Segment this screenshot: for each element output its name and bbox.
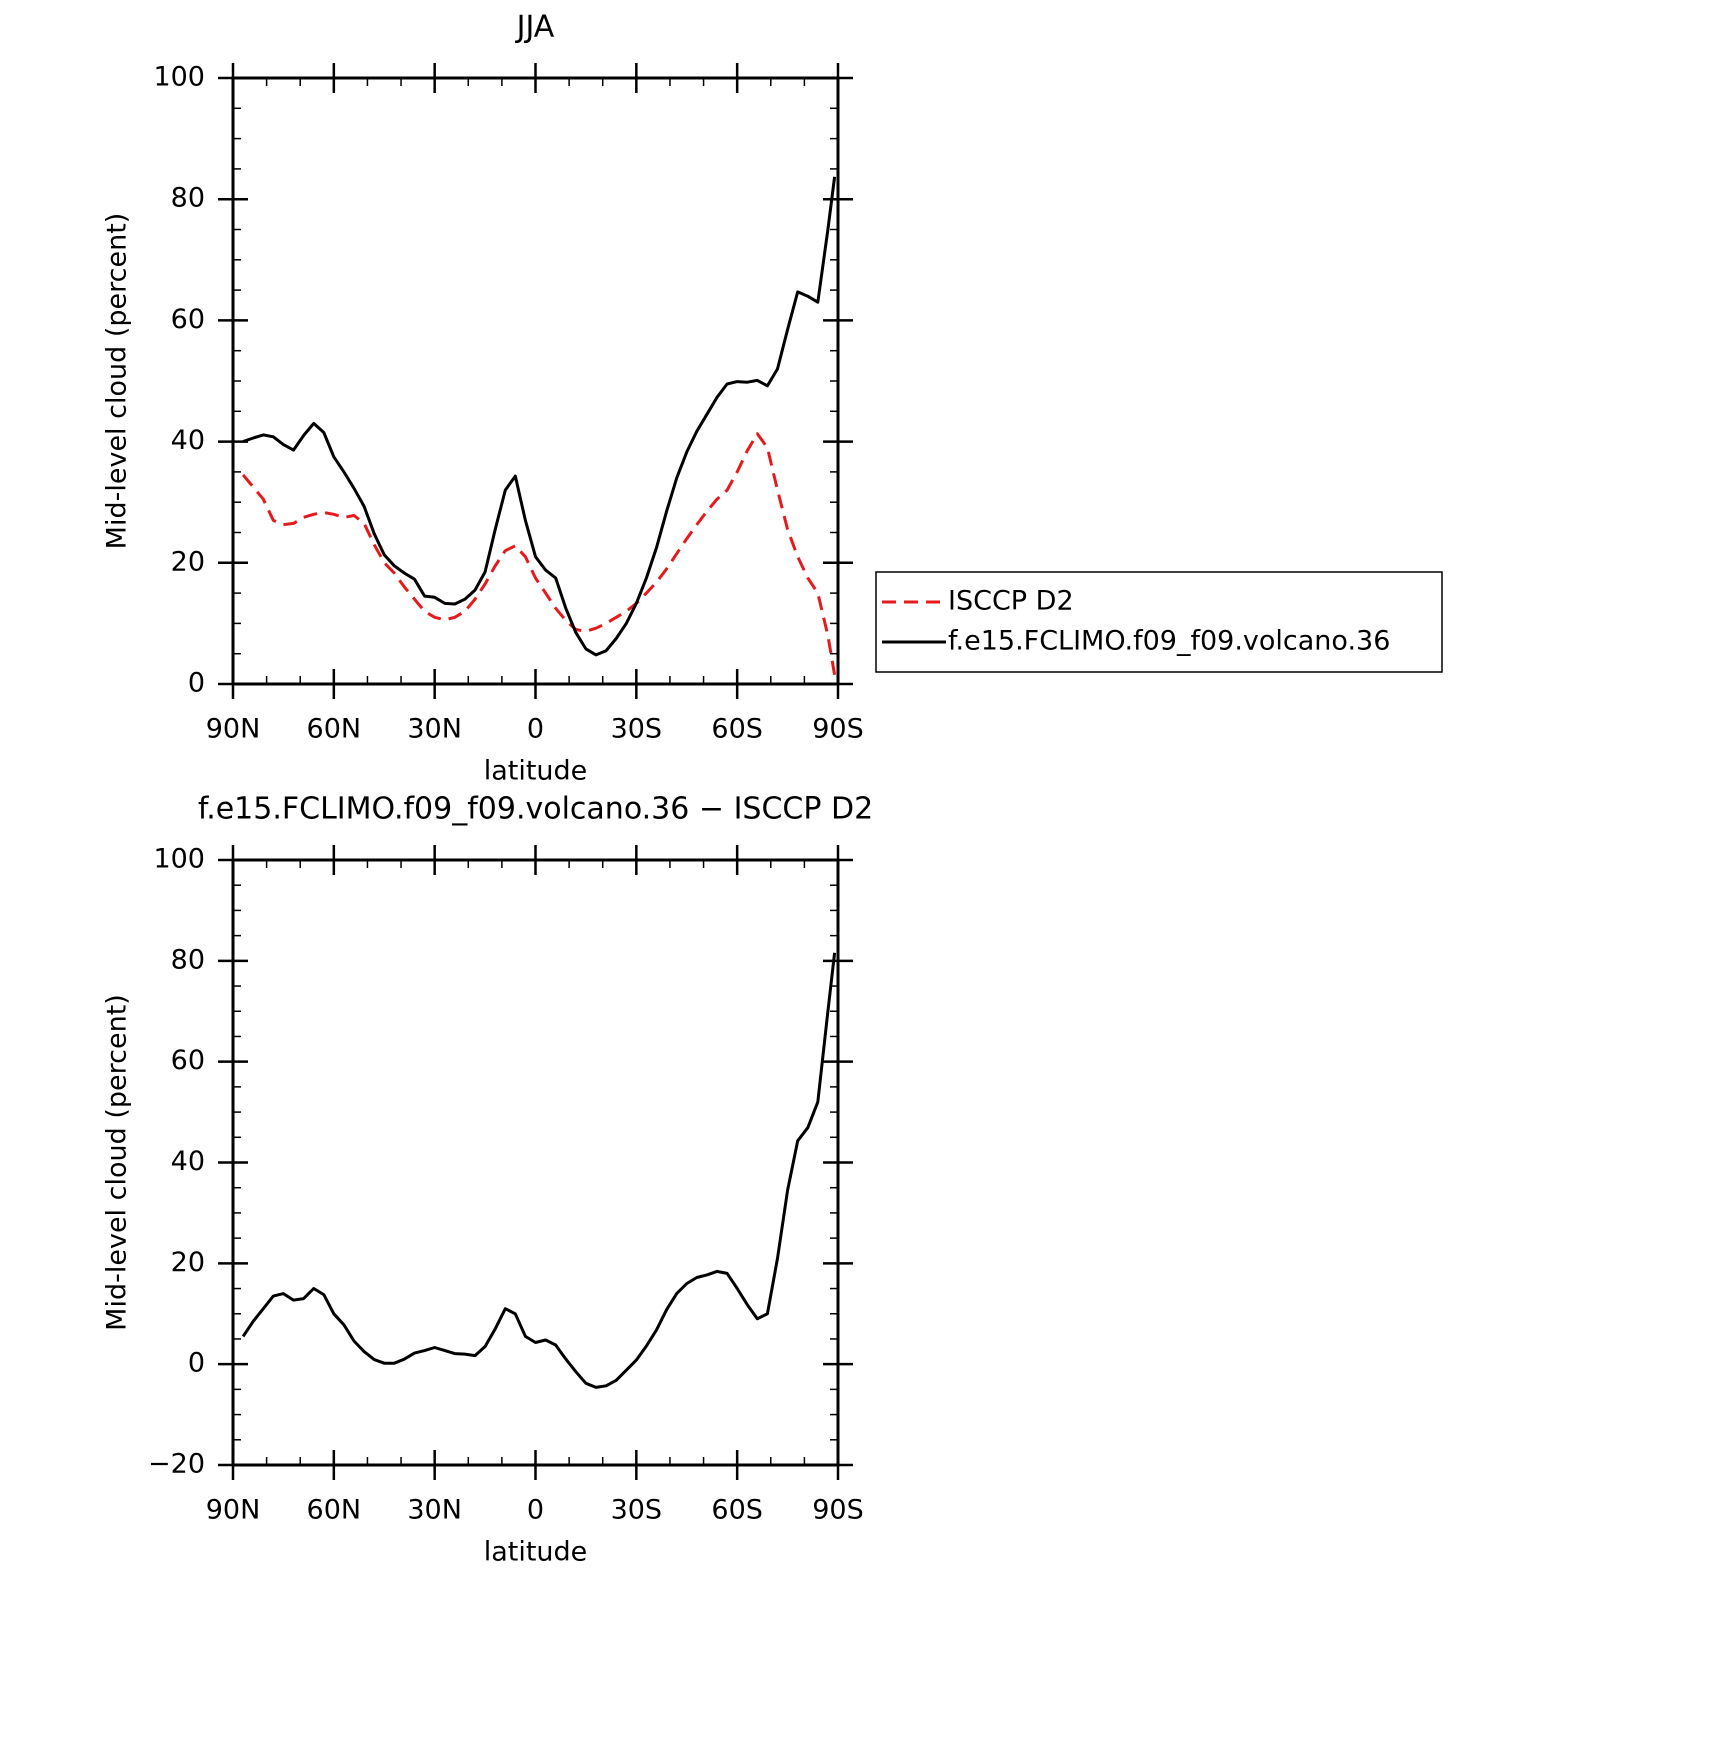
legend-label: ISCCP D2 [948,586,1074,617]
y-tick-label: 80 [171,944,205,975]
x-tick-label: 90S [812,1495,864,1526]
legend-box [875,571,1443,673]
y-tick-label: 60 [171,304,205,335]
data-line [241,952,837,1389]
plot-frame [231,858,840,1467]
x-tick-label: 90N [206,714,261,745]
y-tick-label: 100 [153,62,205,93]
data-line [242,176,837,657]
x-tick-label: 60N [307,1495,362,1526]
y-tick-label: 0 [188,1348,205,1379]
x-tick-label: 0 [527,1495,544,1526]
y-tick-label: 60 [171,1045,205,1076]
x-tick-label: 60S [711,1495,763,1526]
x-tick-label: 30S [611,714,663,745]
x-tick-label: 30S [611,1495,663,1526]
x-tick-label: 0 [527,714,544,745]
y-axis-label: Mid-level cloud (percent) [102,994,133,1331]
y-axis-label: Mid-level cloud (percent) [102,213,133,550]
x-tick-label: 30N [407,1495,462,1526]
y-tick-label: 40 [171,1146,205,1177]
chart-title: JJA [515,10,555,45]
legend-label: f.e15.FCLIMO.f09_f09.volcano.36 [948,626,1390,657]
x-axis-label: latitude [484,1537,588,1568]
y-tick-label: 40 [171,425,205,456]
y-tick-label: 0 [188,668,205,699]
data-line [241,432,837,676]
y-tick-label: 20 [171,546,205,577]
x-tick-label: 30N [407,714,462,745]
y-tick-label: −20 [148,1449,205,1480]
chart-title: f.e15.FCLIMO.f09_f09.volcano.36 − ISCCP … [198,792,873,827]
x-tick-label: 90S [812,714,864,745]
x-axis-label: latitude [484,756,588,787]
x-tick-label: 60N [307,714,362,745]
x-tick-label: 90N [206,1495,261,1526]
y-tick-label: 100 [153,844,205,875]
y-tick-label: 80 [171,183,205,214]
x-tick-label: 60S [711,714,763,745]
y-tick-label: 20 [171,1247,205,1278]
